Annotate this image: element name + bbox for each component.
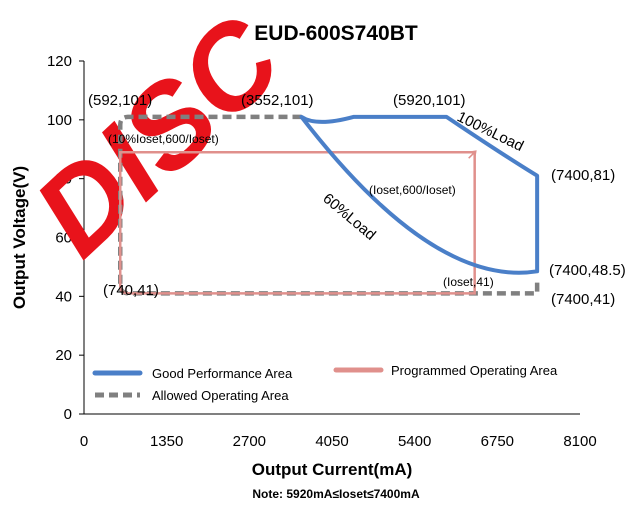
legend-label: Allowed Operating Area bbox=[152, 388, 289, 403]
chart-title: EUD-600S740BT bbox=[254, 22, 418, 45]
y-tick-label: 20 bbox=[55, 347, 72, 364]
x-tick-label: 2700 bbox=[233, 433, 266, 450]
x-tick-label: 1350 bbox=[150, 433, 183, 450]
programmed-operating-area-line bbox=[119, 150, 476, 295]
annotation-label: (7400,81) bbox=[551, 167, 615, 184]
x-tick-label: 6750 bbox=[481, 433, 514, 450]
annotation-label: 60%Load bbox=[319, 190, 378, 244]
y-tick-label: 60 bbox=[55, 230, 72, 247]
x-tick-label: 5400 bbox=[398, 433, 431, 450]
y-tick-label: 0 bbox=[64, 406, 72, 423]
y-axis-label: Output Voltage(V) bbox=[10, 166, 29, 309]
chart-note: Note: 5920mA≤Ioset≤7400mA bbox=[252, 487, 420, 501]
annotation-label: (740,41) bbox=[103, 282, 159, 299]
annotation-label: (592,101) bbox=[88, 92, 152, 109]
annotation-label: (7400,48.5) bbox=[549, 262, 626, 279]
annotation-label: (Ioset,600/Ioset) bbox=[369, 183, 456, 197]
x-tick-label: 4050 bbox=[315, 433, 348, 450]
y-tick-label: 120 bbox=[47, 53, 72, 70]
y-tick-label: 40 bbox=[55, 288, 72, 305]
x-tick-label: 8100 bbox=[563, 433, 596, 450]
x-tick-label: 0 bbox=[80, 433, 88, 450]
annotation-label: (5920,101) bbox=[393, 92, 466, 109]
y-tick-label: 80 bbox=[55, 171, 72, 188]
legend-label: Programmed Operating Area bbox=[391, 363, 558, 378]
annotation-label: (10%Ioset,600/Ioset) bbox=[108, 132, 219, 146]
annotation-label: (3552,101) bbox=[241, 92, 314, 109]
annotation-label: (Ioset,41) bbox=[443, 275, 494, 289]
good-performance-area-line bbox=[299, 114, 540, 275]
x-axis-label: Output Current(mA) bbox=[252, 460, 413, 479]
annotation-label: (7400,41) bbox=[551, 291, 615, 308]
ioset-marker-arrow bbox=[470, 150, 477, 157]
y-tick-label: 100 bbox=[47, 112, 72, 129]
legend-label: Good Performance Area bbox=[152, 366, 293, 381]
